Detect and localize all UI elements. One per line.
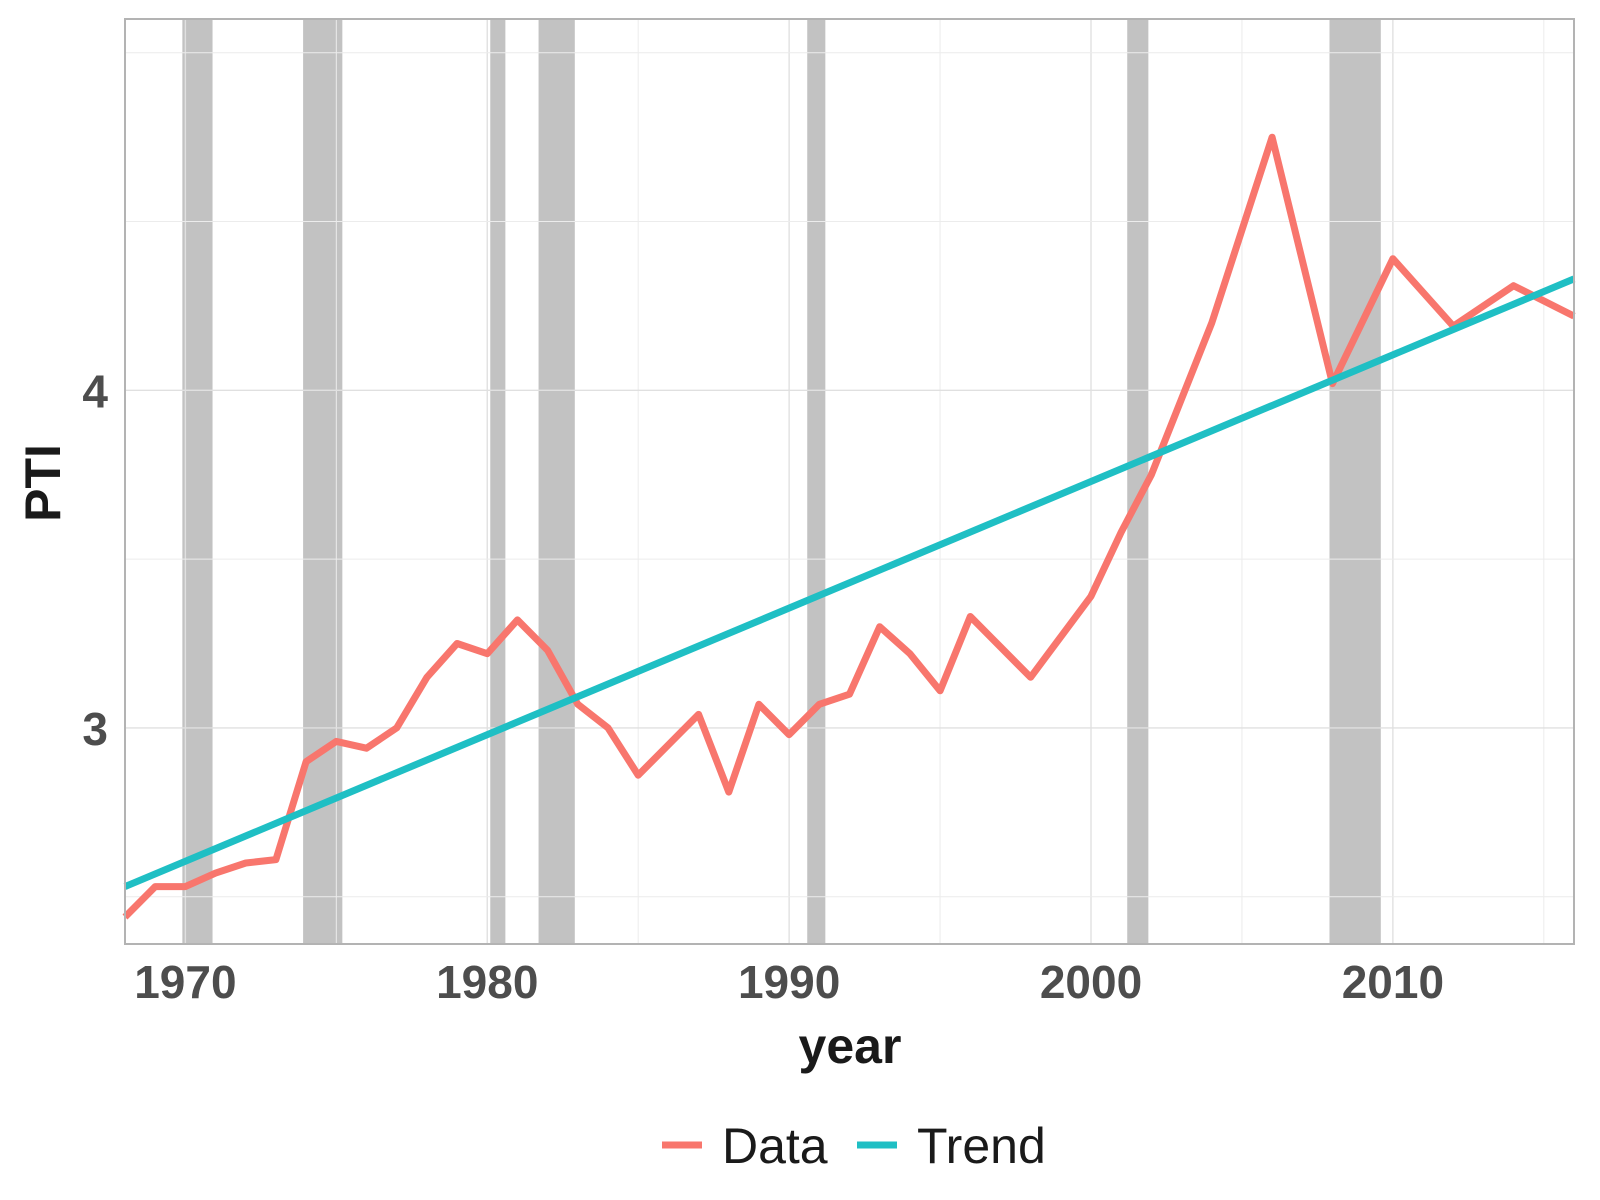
series-line-trend bbox=[123, 275, 1576, 890]
x-axis-title: year bbox=[799, 1018, 902, 1074]
y-tick-label: 4 bbox=[82, 365, 108, 417]
plot-panel-border bbox=[124, 18, 1575, 945]
recession-band-5 bbox=[807, 19, 826, 944]
recession-band-3 bbox=[490, 19, 506, 944]
x-tick-label: 1990 bbox=[738, 956, 840, 1008]
gridlines bbox=[125, 19, 1574, 944]
recession-band-6 bbox=[1127, 19, 1149, 944]
y-tick-label: 3 bbox=[82, 703, 108, 755]
x-axis-tick-labels: 1970 1980 1990 2000 2010 bbox=[134, 956, 1444, 1008]
x-tick-label: 2010 bbox=[1342, 956, 1444, 1008]
recession-band-7 bbox=[1329, 19, 1381, 944]
x-tick-label: 1970 bbox=[134, 956, 236, 1008]
recession-band-1 bbox=[182, 19, 213, 944]
legend-label-data: Data bbox=[722, 1118, 828, 1174]
recession-band-4 bbox=[538, 19, 575, 944]
legend: Data Trend bbox=[662, 1118, 1046, 1174]
x-tick-label: 2000 bbox=[1040, 956, 1142, 1008]
series-lines bbox=[122, 133, 1576, 920]
recession-band-2 bbox=[303, 19, 343, 944]
y-axis-tick-labels: 34 bbox=[82, 365, 108, 755]
y-axis-title: PTI bbox=[15, 444, 71, 522]
recession-bands bbox=[182, 19, 1381, 944]
x-tick-label: 1980 bbox=[436, 956, 538, 1008]
legend-label-trend: Trend bbox=[917, 1118, 1046, 1174]
